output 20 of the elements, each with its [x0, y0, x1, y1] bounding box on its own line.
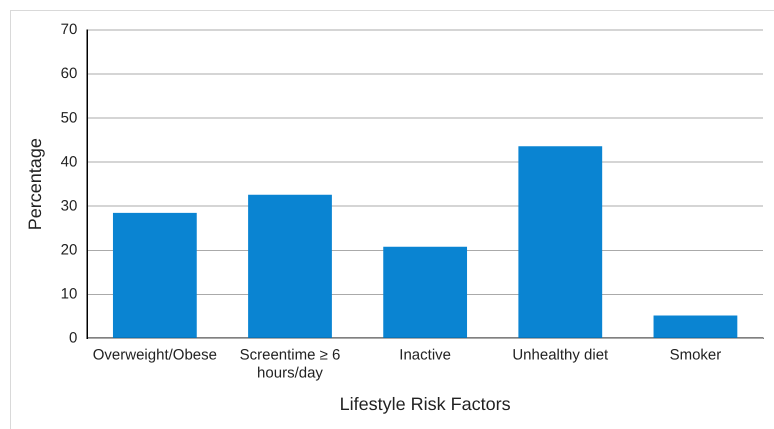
y-tick-label: 10 [60, 285, 78, 302]
x-axis-title: Lifestyle Risk Factors [340, 394, 511, 414]
bar [248, 194, 332, 338]
bar [518, 146, 602, 338]
x-tick-label: Inactive [399, 346, 451, 364]
y-tick-label: 70 [60, 21, 78, 38]
y-tick-label: 0 [68, 330, 78, 347]
bar [383, 246, 468, 338]
y-tick-label: 60 [60, 65, 78, 82]
bar [654, 315, 738, 338]
y-tick-label: 40 [60, 153, 78, 170]
y-tick-label: 50 [60, 109, 78, 126]
bar [112, 212, 197, 338]
x-tick-label: Smoker [670, 346, 722, 364]
y-axis-title: Percentage [24, 138, 45, 230]
x-tick-label: Unhealthy diet [512, 346, 610, 364]
y-tick-label: 30 [60, 197, 78, 214]
y-tick-label: 20 [60, 241, 78, 258]
x-tick-label: Screentime ≥ 6 hours/day [240, 346, 340, 382]
x-tick-label: Overweight/Obese [92, 346, 217, 364]
